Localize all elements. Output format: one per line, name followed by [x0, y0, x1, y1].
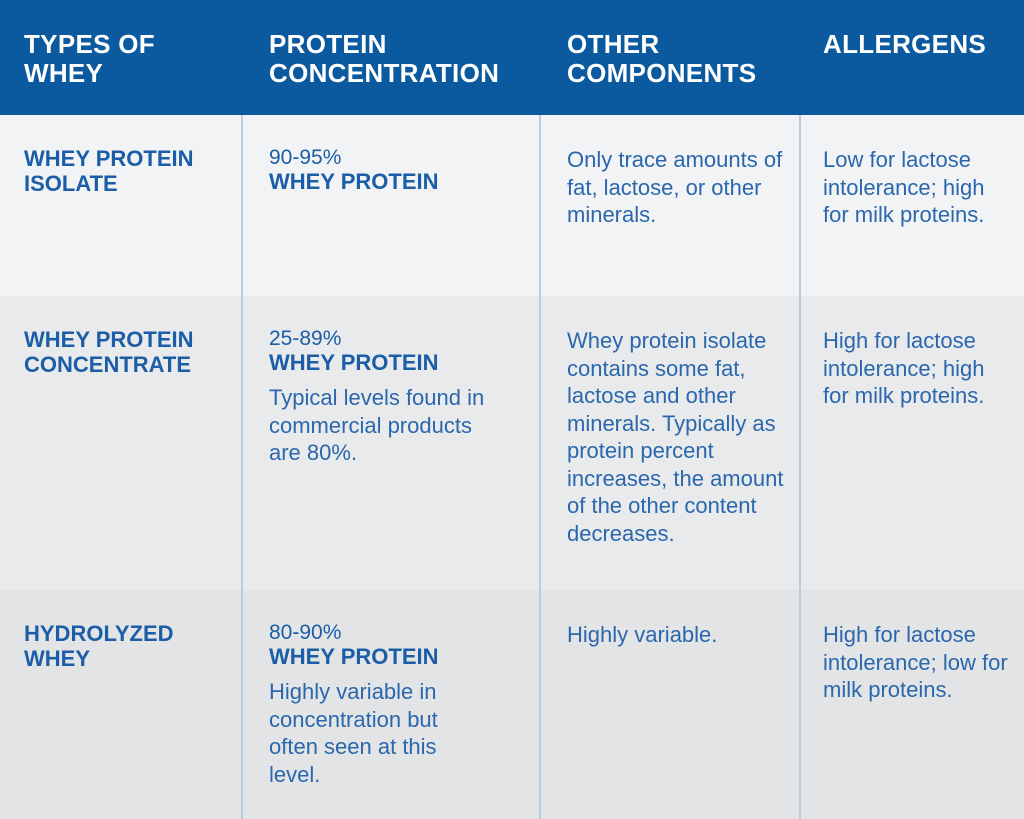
components: Highly variable. — [567, 622, 718, 647]
protein-range: 80-90% — [269, 621, 342, 644]
whey-type: HYDROLYZED WHEY — [24, 621, 174, 671]
concentration-cell: 25-89% WHEY PROTEIN Typical levels found… — [269, 327, 519, 467]
column-divider — [241, 115, 243, 819]
concentration-note: Typical levels found in commercial produ… — [269, 385, 485, 465]
concentration-cell: 80-90% WHEY PROTEIN Highly variable in c… — [269, 621, 519, 788]
protein-range: 90-95% — [269, 146, 342, 169]
table-row: WHEY PROTEIN CONCENTRATE 25-89% WHEY PRO… — [0, 296, 1024, 590]
concentration-cell: 90-95% WHEY PROTEIN — [269, 146, 519, 195]
concentration-note: Highly variable in concentration but oft… — [269, 679, 438, 787]
protein-label: WHEY PROTEIN — [269, 644, 439, 669]
header-cell: ALLERGENS — [823, 29, 987, 59]
header-cell: OTHER COMPONENTS — [567, 29, 757, 88]
allergens: High for lactose intolerance; high for m… — [823, 328, 985, 408]
allergens: Low for lactose intolerance; high for mi… — [823, 147, 985, 227]
header-cell: TYPES OF WHEY — [24, 29, 155, 88]
components: Whey protein isolate contains some fat, … — [567, 328, 784, 546]
column-divider — [799, 115, 801, 819]
protein-label: WHEY PROTEIN — [269, 169, 439, 194]
header-bar: TYPES OF WHEY PROTEIN CONCENTRATION OTHE… — [0, 0, 1024, 115]
column-divider — [539, 115, 541, 819]
components: Only trace amounts of fat, lactose, or o… — [567, 147, 783, 227]
table-row: HYDROLYZED WHEY 80-90% WHEY PROTEIN High… — [0, 590, 1024, 819]
whey-type: WHEY PROTEIN ISOLATE — [24, 146, 194, 196]
protein-range: 25-89% — [269, 327, 342, 350]
header-cell: PROTEIN CONCENTRATION — [269, 29, 500, 88]
whey-type: WHEY PROTEIN CONCENTRATE — [24, 327, 194, 377]
allergens: High for lactose intolerance; low for mi… — [823, 622, 1008, 702]
table-row: WHEY PROTEIN ISOLATE 90-95% WHEY PROTEIN… — [0, 115, 1024, 296]
protein-label: WHEY PROTEIN — [269, 350, 439, 375]
